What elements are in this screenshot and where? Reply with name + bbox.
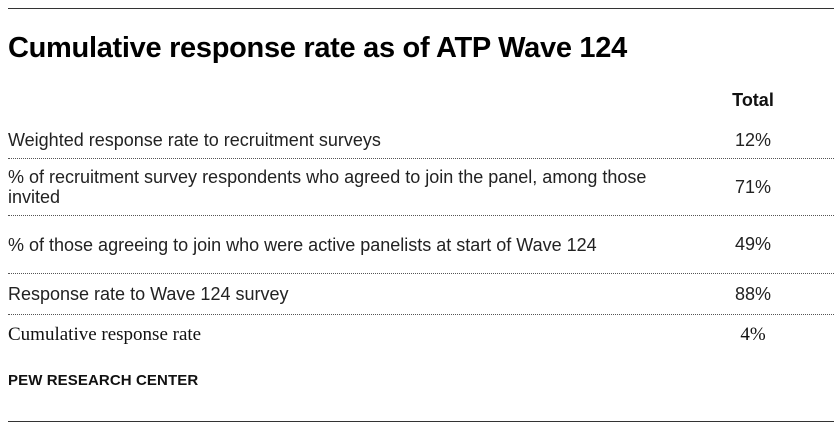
row-label: Response rate to Wave 124 survey [8, 284, 289, 304]
top-divider [8, 8, 834, 9]
row-value: 49% [734, 234, 772, 254]
summary-value: 4% [740, 324, 766, 345]
row-value: 12% [734, 129, 772, 150]
table-row: % of those agreeing to join who were act… [8, 216, 834, 274]
summary-label: Cumulative response rate [8, 324, 202, 345]
table-row: Weighted response rate to recruitment su… [8, 122, 834, 159]
page-title: Cumulative response rate as of ATP Wave … [8, 32, 627, 64]
row-label: Weighted response rate to recruitment su… [8, 130, 381, 150]
row-label: % of those agreeing to join who were act… [8, 234, 597, 255]
table-row: % of recruitment survey respondents who … [8, 159, 834, 216]
bottom-divider [8, 421, 834, 422]
column-header-total: Total [732, 90, 774, 110]
table-row: Response rate to Wave 124 survey 88% [8, 274, 834, 315]
source-label: PEW RESEARCH CENTER [8, 372, 199, 389]
row-label: % of recruitment survey respondents who … [8, 167, 647, 207]
summary-row: Cumulative response rate 4% [8, 315, 834, 355]
row-value: 71% [734, 176, 772, 197]
row-value: 88% [734, 283, 772, 304]
